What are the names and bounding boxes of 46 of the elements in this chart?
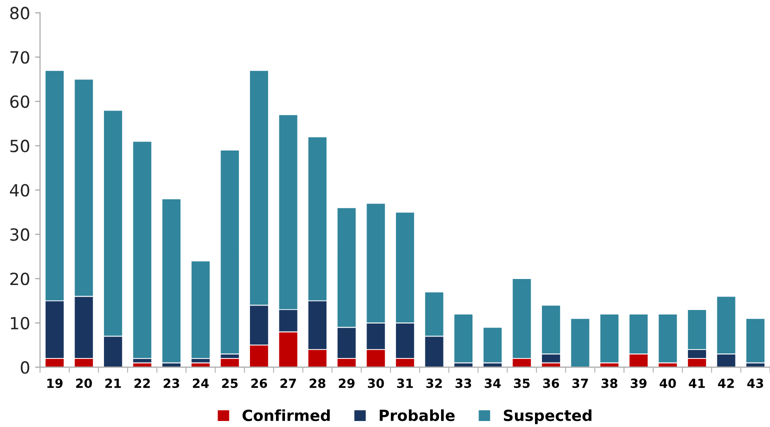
bar bbox=[570, 318, 590, 368]
x-tick-label: 27 bbox=[280, 378, 296, 388]
x-tick-label: 26 bbox=[251, 378, 268, 388]
x-tick-label: 33 bbox=[456, 378, 472, 388]
x-tick-label: 25 bbox=[222, 378, 238, 388]
x-tick-label: 42 bbox=[718, 378, 734, 388]
y-tick-label: 10 bbox=[10, 316, 30, 330]
bar bbox=[600, 314, 620, 364]
y-tick-label: 20 bbox=[10, 272, 30, 286]
legend-label: Suspected bbox=[504, 409, 592, 424]
y-tick-label: 60 bbox=[10, 95, 30, 108]
x-tick-label: 31 bbox=[397, 378, 413, 388]
x-tick-label: 30 bbox=[368, 378, 384, 388]
x-tick-label: 34 bbox=[484, 378, 501, 388]
y-tick-label: 80 bbox=[10, 6, 30, 20]
x-tick-label: 40 bbox=[660, 378, 676, 388]
x-tick-label: 32 bbox=[426, 378, 442, 388]
x-tick-label: 43 bbox=[747, 378, 764, 388]
x-tick-label: 37 bbox=[572, 378, 588, 388]
y-tick-label: 0 bbox=[20, 361, 30, 374]
x-tick-label: 19 bbox=[47, 378, 63, 388]
x-tick-label: 24 bbox=[192, 378, 209, 388]
bar bbox=[658, 314, 678, 364]
x-tick-label: 20 bbox=[76, 378, 92, 388]
bar bbox=[482, 326, 503, 364]
bar bbox=[190, 260, 211, 359]
x-tick-label: 36 bbox=[543, 378, 560, 388]
bar bbox=[745, 318, 766, 364]
bar bbox=[454, 314, 474, 364]
legend-label: Confirmed bbox=[242, 409, 330, 422]
y-tick-label: 50 bbox=[10, 140, 30, 152]
x-tick-label: 29 bbox=[338, 378, 355, 388]
x-tick-label: 38 bbox=[602, 378, 618, 388]
x-tick-label: 28 bbox=[310, 378, 326, 388]
x-tick-label: 22 bbox=[134, 378, 150, 388]
y-tick-label: 70 bbox=[10, 51, 30, 64]
x-tick-label: 41 bbox=[688, 378, 705, 388]
x-tick-label: 39 bbox=[630, 378, 647, 388]
x-tick-label: 23 bbox=[164, 378, 180, 388]
bar bbox=[162, 198, 182, 364]
y-tick-label: 30 bbox=[10, 228, 30, 241]
x-tick-label: 21 bbox=[105, 378, 121, 388]
bar bbox=[132, 140, 152, 359]
x-tick-label: 35 bbox=[514, 378, 530, 388]
legend-label: Probable bbox=[380, 409, 455, 422]
y-tick-label: 40 bbox=[10, 184, 30, 197]
